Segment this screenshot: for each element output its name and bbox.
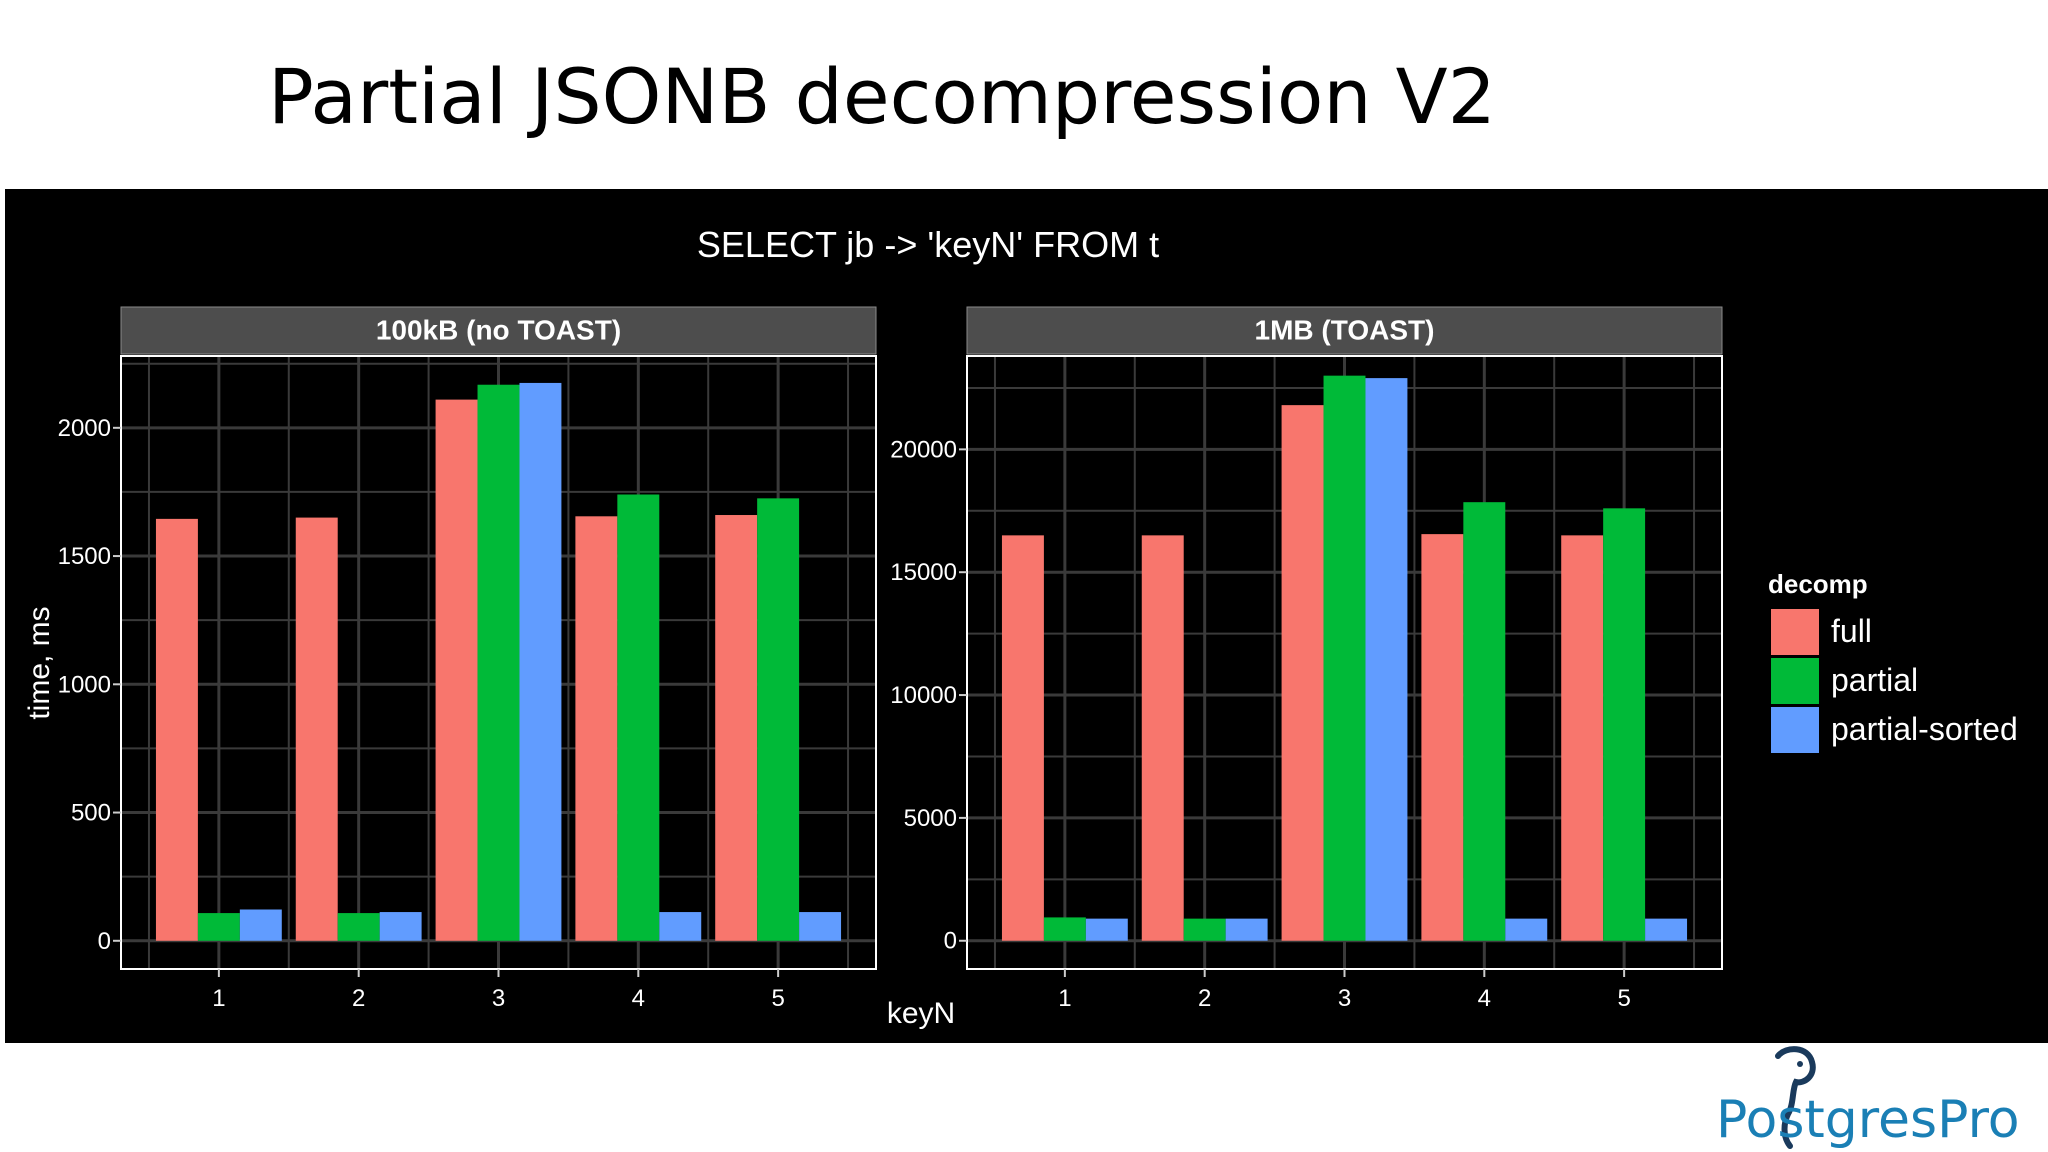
bar-partial-key2-panel1 — [337, 913, 380, 941]
y-tick-label: 0 — [944, 928, 957, 955]
y-tick-label: 0 — [98, 928, 111, 955]
bar-full-key3-panel2 — [1281, 405, 1324, 941]
bar-full-key5-panel1 — [715, 515, 758, 941]
legend-swatch-partial — [1771, 658, 1819, 704]
bar-partial-key4-panel1 — [617, 494, 660, 941]
bar-full-key4-panel1 — [575, 516, 618, 941]
bar-chart: SELECT jb -> 'keyN' FROM t 100kB (no TOAS… — [23, 224, 2018, 1030]
bar-partial-key1-panel1 — [197, 913, 240, 941]
chart-title: SELECT jb -> 'keyN' FROM t — [697, 224, 1159, 265]
x-tick-label: 1 — [212, 985, 225, 1012]
x-tick-label: 4 — [632, 985, 645, 1012]
y-axis-label: time, ms — [23, 606, 56, 719]
bar-partial-sorted-key4-panel2 — [1505, 918, 1548, 941]
slide-title: Partial JSONB decompression V2 — [268, 52, 1496, 141]
x-tick-label: 3 — [492, 985, 505, 1012]
y-tick-label: 1500 — [58, 543, 111, 570]
x-tick-label: 1 — [1058, 985, 1071, 1012]
y-tick-label: 10000 — [890, 682, 957, 709]
y-tick-label: 5000 — [904, 805, 957, 832]
bar-full-key1-panel2 — [1001, 535, 1044, 941]
y-tick-label: 500 — [71, 800, 111, 827]
bar-partial-sorted-key5-panel2 — [1645, 918, 1688, 941]
bar-partial-sorted-key3-panel1 — [519, 382, 562, 941]
legend-swatch-full — [1771, 609, 1819, 655]
x-tick-label: 5 — [1617, 985, 1630, 1012]
x-tick-label: 5 — [771, 985, 784, 1012]
bar-partial-key2-panel2 — [1183, 918, 1226, 941]
legend-label-partial-sorted: partial-sorted — [1831, 711, 2018, 747]
bar-full-key1-panel1 — [155, 518, 198, 941]
bar-full-key4-panel2 — [1421, 534, 1464, 941]
bar-partial-key5-panel2 — [1603, 508, 1646, 941]
bar-partial-sorted-key2-panel1 — [379, 912, 422, 941]
panel-strip-2 — [966, 306, 1723, 355]
bar-partial-sorted-key1-panel1 — [239, 909, 282, 941]
y-tick-label: 20000 — [890, 436, 957, 463]
x-tick-label: 3 — [1338, 985, 1351, 1012]
bar-partial-key4-panel2 — [1463, 502, 1506, 941]
bar-partial-sorted-key2-panel2 — [1225, 918, 1268, 941]
x-tick-label: 4 — [1478, 985, 1491, 1012]
panel-title-1: 100kB (no TOAST) — [376, 315, 621, 346]
elephant-icon — [1775, 1046, 1816, 1149]
bar-partial-key3-panel1 — [477, 384, 520, 941]
bar-partial-sorted-key4-panel1 — [659, 912, 702, 941]
bar-partial-key5-panel1 — [757, 498, 800, 941]
bar-partial-sorted-key1-panel2 — [1085, 918, 1128, 941]
legend-label-partial: partial — [1831, 662, 1918, 698]
logo-text: PostgresPro — [1716, 1090, 2020, 1150]
bar-partial-sorted-key5-panel1 — [799, 912, 842, 941]
x-tick-label: 2 — [1198, 985, 1211, 1012]
panel-strip-1 — [120, 306, 877, 355]
legend-label-full: full — [1831, 613, 1872, 649]
bar-partial-sorted-key3-panel2 — [1365, 378, 1408, 941]
x-tick-label: 2 — [352, 985, 365, 1012]
postgrespro-logo: PostgresPro — [1712, 1044, 2048, 1152]
bar-full-key5-panel2 — [1561, 535, 1604, 941]
bar-partial-key3-panel2 — [1323, 375, 1366, 941]
y-tick-label: 2000 — [58, 415, 111, 442]
bar-full-key3-panel1 — [435, 399, 478, 941]
y-tick-label: 1000 — [58, 671, 111, 698]
x-axis-label: keyN — [887, 997, 955, 1030]
legend-swatch-partial-sorted — [1771, 707, 1819, 753]
bar-partial-key1-panel2 — [1043, 917, 1086, 941]
y-tick-label: 15000 — [890, 559, 957, 586]
chart-panel: SELECT jb -> 'keyN' FROM t 100kB (no TOAS… — [5, 189, 2048, 1043]
bar-full-key2-panel1 — [295, 517, 338, 941]
panel-title-2: 1MB (TOAST) — [1255, 315, 1435, 346]
legend-title: decomp — [1768, 569, 1868, 599]
bar-full-key2-panel2 — [1141, 535, 1184, 941]
